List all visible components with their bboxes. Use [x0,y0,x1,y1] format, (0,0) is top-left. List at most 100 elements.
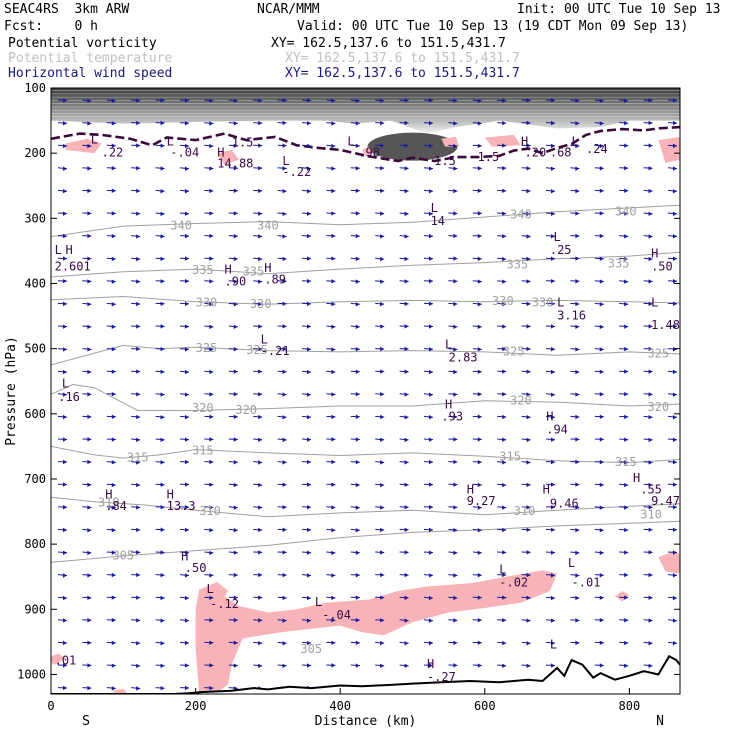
wind-vector-head [428,482,433,487]
wind-vector-head [306,392,311,397]
field-name-theta: Potential temperature [8,51,173,66]
wind-vector-head [306,233,311,239]
wind-vector-head [648,120,653,126]
wind-vector-head [233,482,238,488]
wind-vector-head [258,572,263,578]
pv-label: 1.5 [232,136,254,150]
y-axis-title: Pressure (hPa) [4,336,19,446]
wind-vector-head [136,482,141,488]
wind-vector-head [428,189,433,194]
wind-vector-head [428,459,433,465]
wind-vector-head [380,98,385,103]
pv-upper-shading [51,88,680,134]
wind-vector-head [111,663,116,668]
wind-vector-head [550,369,555,375]
wind-vector-head [87,459,92,465]
wind-vector-head [550,504,555,510]
pv-label: 1.5 [434,154,456,168]
wind-vector-head [306,414,311,420]
wind-vector-head [599,414,604,419]
wind-vector-head [306,459,311,465]
wind-vector-head [624,595,629,600]
wind-vector-head [258,618,263,623]
wind-vector-head [477,188,482,193]
wind-vector-head [672,527,677,533]
wind-vector-head [258,256,263,262]
wind-vector-head [306,482,311,487]
wind-vector-head [453,143,458,149]
wind-vector-head [550,234,555,239]
theta-label: 310 [514,504,536,518]
wind-vector-head [404,437,409,443]
wind-vector-head [87,301,92,307]
wind-vector-head [624,324,629,329]
wind-vector-head [453,505,458,510]
wind-vector-head [62,166,67,171]
wind-vector-head [331,369,336,375]
wind-vector-head [526,437,531,443]
wind-vector-head [136,572,141,578]
pv-label: H [427,657,434,671]
pv-label: L [282,154,289,168]
wind-vector-head [282,392,287,397]
wind-vector-head [575,527,580,533]
field-name-pv: Potential vorticity [8,36,157,51]
wind-vector-head [453,392,458,397]
wind-vector-head [209,640,214,645]
wind-vector-head [62,211,67,216]
wind-vector-head [672,143,677,149]
wind-vector-head [599,459,604,465]
wind-vector-head [428,98,433,103]
wind-vector-head [550,256,555,261]
wind-vector-head [526,120,531,126]
wind-vector-head [624,437,629,442]
wind-vector-head [233,595,238,600]
wind-vector-head [258,437,263,443]
wind-vector-head [258,165,263,171]
wind-vector-head [624,234,629,239]
wind-vector-head [184,482,189,487]
wind-vector-head [62,392,67,397]
theta-contour-335 [51,251,680,278]
pv-label: L [568,556,575,570]
wind-vector-head [282,256,287,262]
pv-fill-region [484,134,521,147]
pv-label: L [347,134,354,148]
wind-vector-head [404,143,409,148]
wind-vector-head [87,550,92,556]
wind-vector-head [380,414,385,420]
pv-label: 9.27 [467,494,496,508]
wind-vector-head [282,482,287,487]
pv-label: -.02 [499,575,528,589]
wind-vector-head [136,211,141,216]
wind-vector-head [306,640,311,646]
wind-vector-head [136,120,141,126]
wind-vector-head [306,166,311,171]
wind-vector-head [258,640,263,646]
wind-vector-head [599,663,604,668]
wind-vector-head [306,98,311,103]
wind-vector-head [502,369,507,374]
wind-vector-head [355,572,360,578]
wind-vector-head [599,121,604,126]
wind-vector-head [282,346,287,352]
wind-vector-head [282,595,287,601]
wind-vector-head [453,347,458,352]
wind-vector-head [428,143,433,149]
wind-vector-head [477,640,482,645]
header-model: SEAC4RS 3km ARW [4,2,130,17]
wind-vector-head [404,188,409,194]
wind-vector-head [160,120,165,126]
wind-vector-head [428,640,433,646]
wind-vector-head [233,324,238,330]
pv-label: .20 [525,145,547,159]
wind-vector-head [672,504,677,510]
theta-label: 330 [196,296,218,310]
theta-contour-305 [51,520,680,563]
pv-label: 9.46 [550,497,579,511]
wind-vector-head [404,460,409,465]
wind-vector-head [355,663,360,668]
wind-vector-head [306,663,311,668]
wind-vector-head [526,166,531,171]
pv-label: .22 [102,145,124,159]
